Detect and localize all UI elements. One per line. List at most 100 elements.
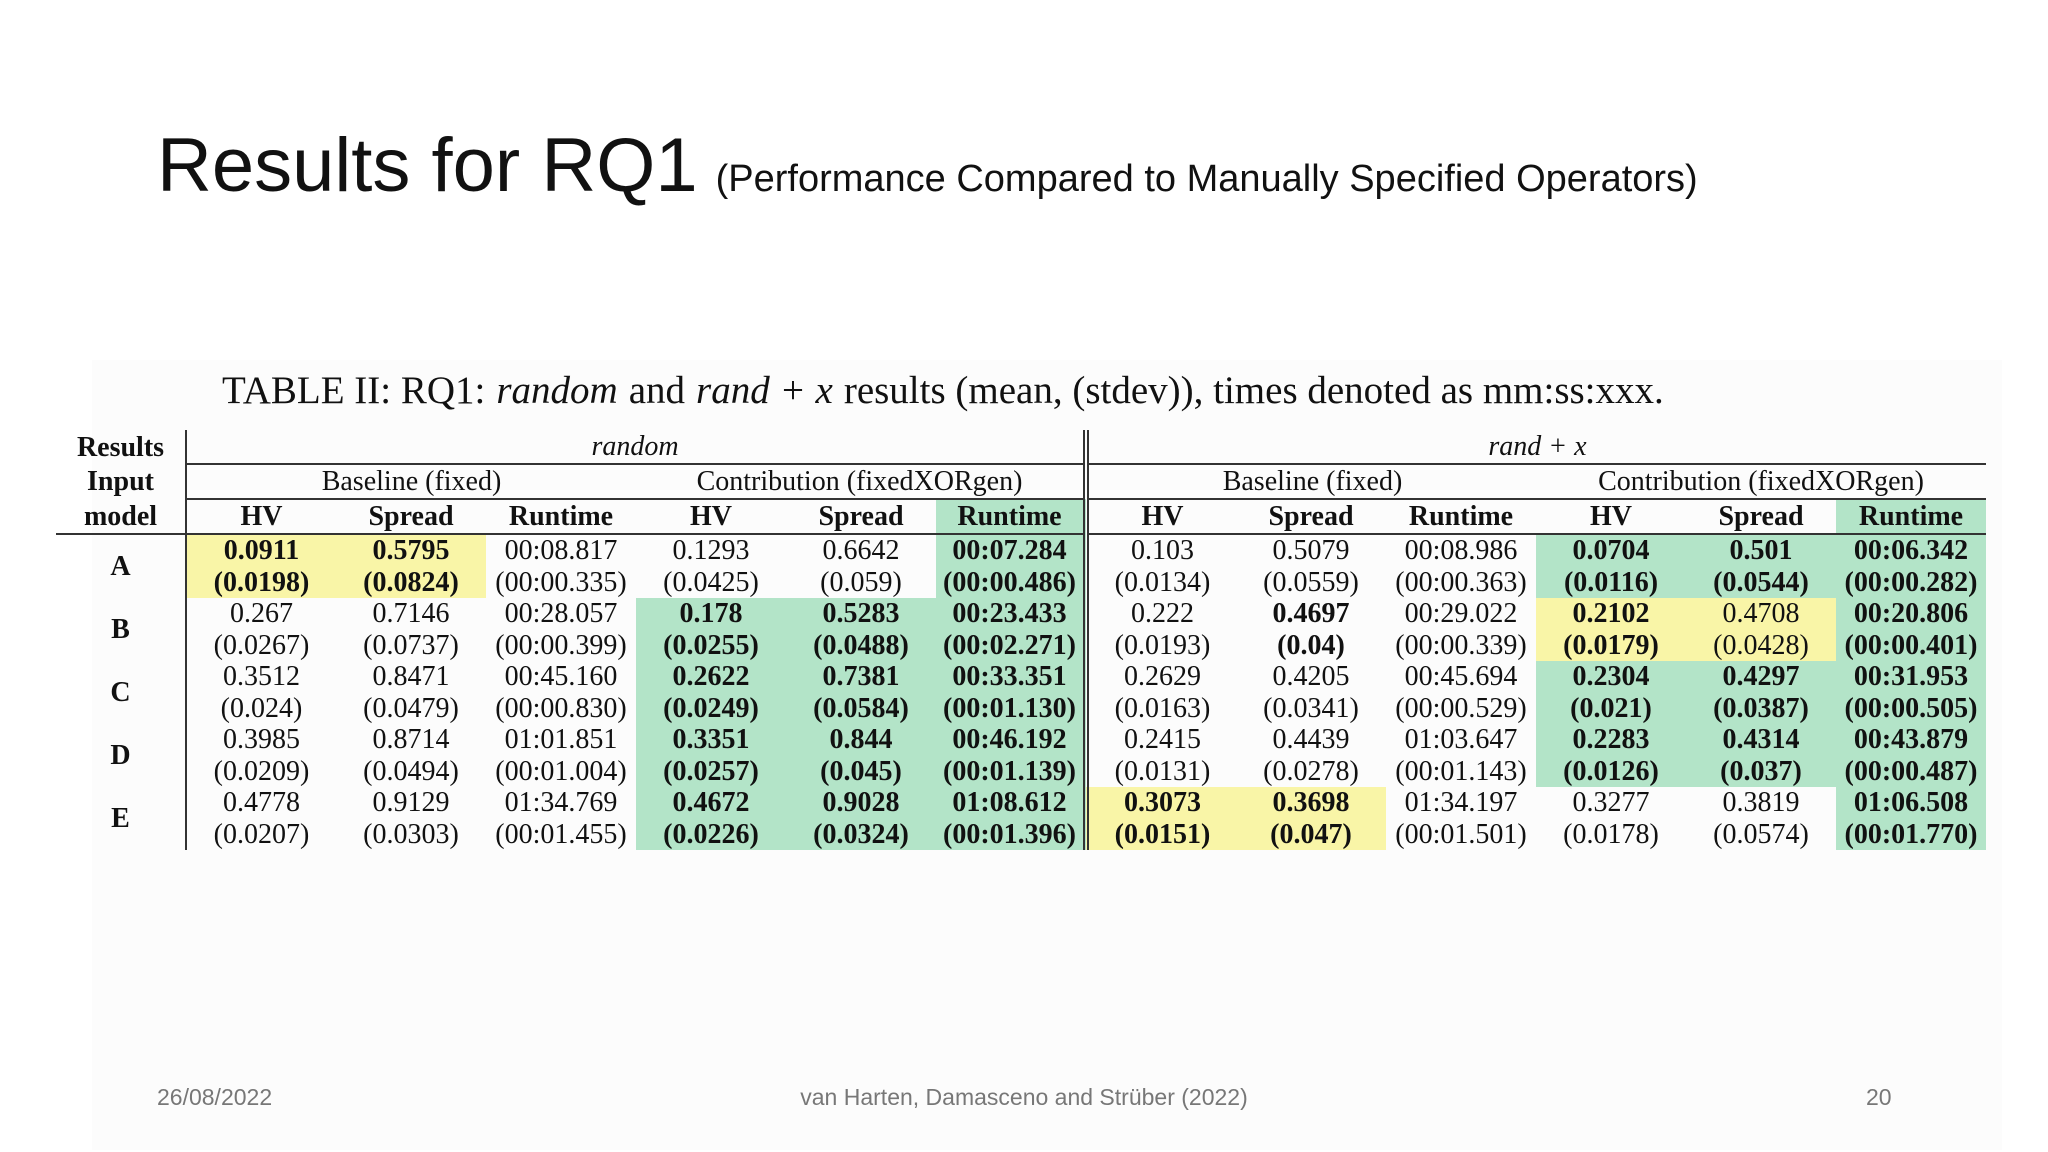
mean: 00:07.284 (952, 535, 1067, 566)
result-cell: 01:34.769 (00:01.455) (486, 787, 636, 850)
column-label: Spread (1686, 499, 1836, 535)
result-cell: 0.2415 (0.0131) (1083, 724, 1236, 787)
result-cell: 0.4297 (0.0387) (1686, 661, 1836, 724)
mean: 00:28.057 (504, 598, 618, 629)
mean: 00:43.879 (1853, 724, 1969, 755)
mean: 01:34.769 (504, 787, 618, 818)
mean: 00:46.192 (952, 724, 1067, 755)
stdev: (00:00.335) (495, 566, 627, 598)
stdev: (00:01.004) (495, 755, 627, 787)
mean: 0.4697 (1272, 598, 1350, 629)
mean: 01:34.197 (1404, 787, 1518, 818)
mean: 00:33.351 (952, 661, 1067, 692)
stdev: (0.0559) (1263, 566, 1359, 598)
row-label: E (56, 787, 187, 850)
mean: 0.1293 (672, 535, 750, 566)
data-row: E 0.4778 (0.0207) 0.9129 (0.0303) 01:34.769 (0… (56, 787, 1986, 850)
result-cell: 0.7381 (0.0584) (786, 661, 936, 724)
subgroup-label: Contribution (fixedXORgen) (636, 464, 1086, 500)
stdev: (00:01.139) (943, 755, 1076, 787)
stdev: (0.0163) (1114, 692, 1211, 724)
stdev: (0.0479) (363, 692, 459, 724)
stdev: (0.0494) (363, 755, 459, 787)
result-cell: 0.501 (0.0544) (1686, 534, 1836, 598)
caption-part: rand + x (696, 369, 833, 412)
result-cell: 0.4697 (0.04) (1236, 598, 1386, 661)
result-cell: 0.3277 (0.0178) (1536, 787, 1686, 850)
mean: 0.7146 (372, 598, 450, 629)
mean: 0.9028 (822, 787, 900, 818)
mean: 0.2629 (1124, 661, 1201, 692)
subgroup-label: Baseline (fixed) (1083, 464, 1536, 500)
result-cell: 0.2622 (0.0249) (636, 661, 786, 724)
data-row: B 0.267 (0.0267) 0.7146 (0.0737) 00:28.057 (00… (56, 598, 1986, 661)
mean: 0.4297 (1722, 661, 1800, 692)
mean: 00:31.953 (1853, 661, 1969, 692)
column-label: Runtime (936, 499, 1086, 535)
mean: 0.222 (1131, 598, 1194, 629)
stdev: (0.037) (1720, 755, 1802, 787)
mean: 0.844 (829, 724, 893, 755)
stdev: (0.0387) (1713, 692, 1809, 724)
row-label: D (56, 724, 187, 787)
result-cell: 0.222 (0.0193) (1083, 598, 1236, 661)
caption-part: random (496, 369, 618, 412)
result-cell: 00:08.817 (00:00.335) (486, 534, 636, 598)
stdev: (0.0267) (213, 629, 310, 661)
stdev: (00:01.770) (1844, 818, 1978, 850)
mean: 0.3819 (1722, 787, 1800, 818)
result-cell: 0.8714 (0.0494) (336, 724, 486, 787)
mean: 01:01.851 (504, 724, 618, 755)
stdev: (0.047) (1270, 818, 1352, 850)
result-cell: 00:45.694 (00:00.529) (1386, 661, 1536, 724)
mean: 0.6642 (822, 535, 900, 566)
result-cell: 01:03.647 (00:01.143) (1386, 724, 1536, 787)
mean: 0.2283 (1572, 724, 1650, 755)
header-row: Results random rand + x (56, 430, 1986, 465)
mean: 00:08.817 (504, 535, 618, 566)
column-label: Runtime (486, 499, 636, 535)
corner-label: Results (56, 430, 187, 464)
result-cell: 0.4778 (0.0207) (186, 787, 336, 850)
stdev: (0.045) (820, 755, 902, 787)
result-cell: 0.2304 (0.021) (1536, 661, 1686, 724)
result-cell: 00:23.433 (00:02.271) (936, 598, 1086, 661)
stdev: (0.0116) (1563, 566, 1659, 598)
result-cell: 0.5283 (0.0488) (786, 598, 936, 661)
row-label: B (56, 598, 187, 661)
subgroup-label: Contribution (fixedXORgen) (1536, 464, 1986, 500)
mean: 0.4205 (1272, 661, 1350, 692)
stdev: (00:00.339) (1395, 629, 1527, 661)
stdev: (0.0255) (663, 629, 759, 661)
stdev: (00:01.455) (495, 818, 627, 850)
result-cell: 0.0911 (0.0198) (186, 534, 336, 598)
result-cell: 0.3985 (0.0209) (186, 724, 336, 787)
result-cell: 0.5795 (0.0824) (336, 534, 486, 598)
mean: 0.5079 (1272, 535, 1350, 566)
result-cell: 0.4439 (0.0278) (1236, 724, 1386, 787)
mean: 00:23.433 (952, 598, 1067, 629)
stdev: (0.059) (820, 566, 902, 598)
stdev: (0.0425) (663, 566, 759, 598)
caption-part: results (mean, (stdev)), times denoted a… (843, 369, 1664, 412)
mean: 0.4708 (1722, 598, 1800, 629)
result-cell: 0.3073 (0.0151) (1083, 787, 1236, 850)
column-label: HV (1536, 499, 1686, 535)
group-label: rand + x (1083, 430, 1986, 465)
mean: 0.5283 (822, 598, 900, 629)
stdev: (0.0151) (1114, 818, 1211, 850)
table-caption: TABLE II: RQ1: random and rand + x results (… (222, 368, 1675, 413)
result-cell: 0.103 (0.0134) (1083, 534, 1236, 598)
data-row: C 0.3512 (0.024) 0.8471 (0.0479) 00:45.160 (00… (56, 661, 1986, 724)
caption-part: TABLE II: RQ1: (222, 369, 486, 412)
result-cell: 00:06.342 (00:00.282) (1836, 534, 1986, 598)
row-label: A (56, 534, 187, 598)
row-label: C (56, 661, 187, 724)
result-cell: 00:08.986 (00:00.363) (1386, 534, 1536, 598)
result-cell: 0.8471 (0.0479) (336, 661, 486, 724)
stdev: (00:00.399) (495, 629, 627, 661)
column-label: HV (1083, 499, 1236, 535)
result-cell: 0.6642 (0.059) (786, 534, 936, 598)
page-number: 20 (1866, 1084, 1892, 1110)
mean: 0.2622 (672, 661, 750, 692)
